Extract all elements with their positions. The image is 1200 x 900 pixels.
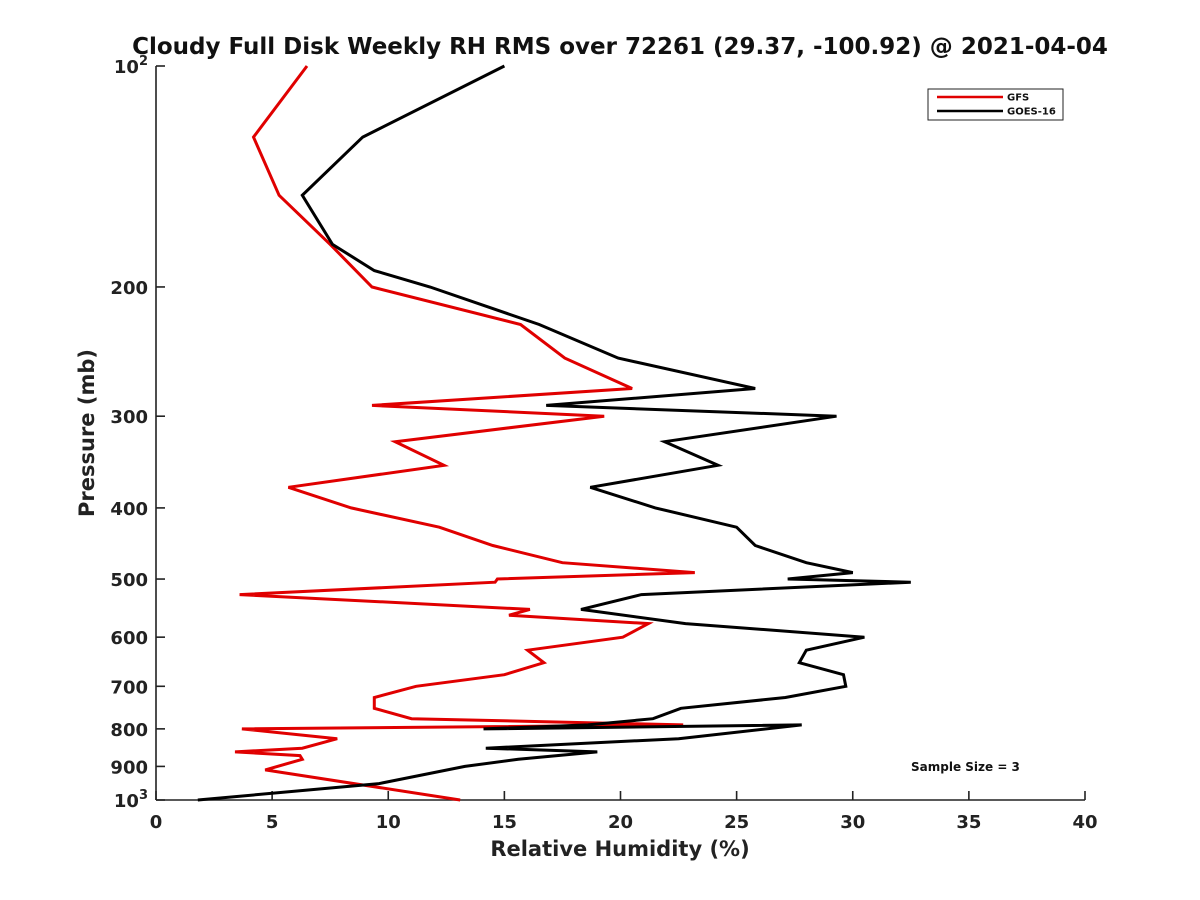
y-tick-base: 400	[110, 499, 148, 520]
series-lines	[197, 64, 911, 802]
legend: GFS GOES-16	[927, 88, 1064, 121]
x-tick-label: 35	[956, 812, 981, 833]
series-line-gfs	[234, 65, 695, 802]
y-tick-label: 200	[110, 278, 148, 299]
sample-size-annotation: Sample Size = 3	[911, 760, 1020, 774]
y-tick-exponent: 2	[139, 54, 148, 69]
y-tick-base: 600	[110, 628, 148, 649]
y-tick-base: 500	[110, 570, 148, 591]
legend-box	[927, 88, 1064, 121]
x-tick-label: 20	[608, 812, 633, 833]
y-tick-base: 300	[110, 407, 148, 428]
y-tick-label: 900	[110, 757, 148, 778]
x-tick-label: 40	[1072, 812, 1097, 833]
x-ticks: 0 5 10 15 20 25 30 35 40	[150, 791, 1098, 833]
y-tick-base: 800	[110, 720, 148, 741]
chart-title: Cloudy Full Disk Weekly RH RMS over 7226…	[132, 34, 1108, 60]
y-tick-label: 400	[110, 499, 148, 520]
x-tick-label: 25	[724, 812, 749, 833]
y-tick-label: 500	[110, 570, 148, 591]
legend-label: GFS	[1007, 93, 1029, 104]
y-tick-base: 700	[110, 677, 148, 698]
y-tick-label: 800	[110, 720, 148, 741]
x-tick-label: 30	[840, 812, 865, 833]
plot-area: 0 5 10 15 20 25 30 35 40 10220030040050060070080…	[110, 54, 1097, 833]
x-tick-label: 0	[150, 812, 163, 833]
y-tick-base: 200	[110, 278, 148, 299]
y-tick-exponent: 3	[139, 788, 148, 803]
x-tick-label: 10	[376, 812, 401, 833]
y-tick-base: 10	[114, 791, 139, 812]
y-tick-label: 300	[110, 407, 148, 428]
legend-label: GOES-16	[1007, 107, 1056, 118]
y-tick-label: 102	[114, 54, 148, 78]
y-tick-label: 600	[110, 628, 148, 649]
x-tick-label: 15	[492, 812, 517, 833]
x-tick-label: 5	[266, 812, 279, 833]
y-tick-label: 103	[114, 788, 148, 812]
y-axis-label: Pressure (mb)	[75, 349, 99, 517]
x-axis-label: Relative Humidity (%)	[490, 837, 749, 861]
series-line-goes-16	[197, 64, 911, 802]
y-tick-base: 900	[110, 757, 148, 778]
y-tick-base: 10	[114, 57, 139, 78]
y-tick-label: 700	[110, 677, 148, 698]
